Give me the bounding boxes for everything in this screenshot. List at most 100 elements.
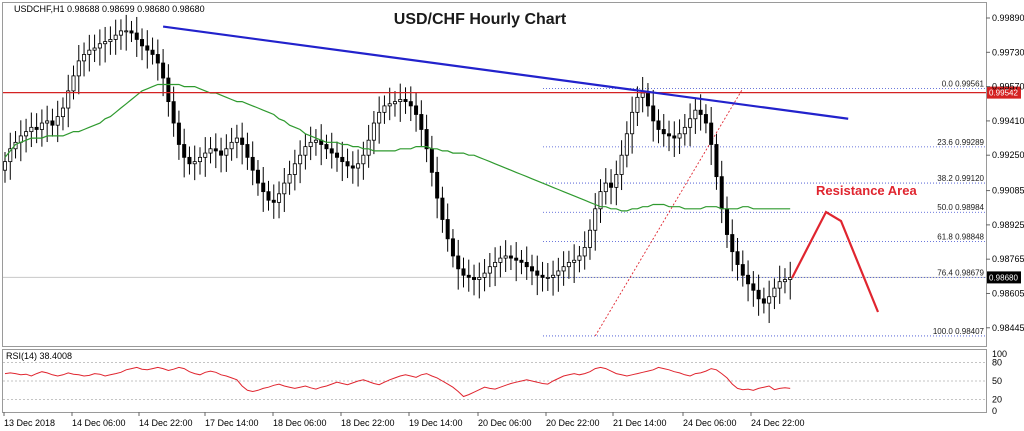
candle (97, 29, 102, 66)
candle-body-bull (197, 156, 202, 163)
fib-level-label: 38.2 0.99120 (937, 174, 984, 183)
candle (593, 193, 598, 251)
candle (282, 167, 287, 212)
candle (714, 133, 719, 190)
candle (145, 30, 150, 69)
candle (87, 34, 92, 72)
candle-body-bull (582, 246, 587, 257)
candle (155, 39, 160, 81)
candle (313, 129, 318, 156)
candle-body-bear (34, 126, 39, 130)
candle (498, 245, 503, 278)
candle-body-bull (29, 126, 34, 133)
candle (340, 141, 345, 182)
candle-body-bear (129, 30, 134, 34)
candle-body-bull (677, 133, 682, 139)
candle (208, 137, 213, 164)
candle (187, 146, 192, 175)
candle (656, 109, 661, 144)
candle-body-bull (603, 182, 608, 193)
candle (277, 181, 282, 219)
candle-body-bear (703, 114, 708, 124)
candle-body-bear (213, 148, 218, 152)
candle (261, 167, 266, 212)
candle-body-bull (398, 99, 403, 103)
current-price-label: 0.98680 (989, 273, 1018, 282)
candle-body-bear (345, 161, 350, 167)
candle (672, 121, 677, 157)
x-tick-label: 17 Dec 14:00 (205, 418, 259, 428)
candle-body-bear (445, 219, 450, 240)
candle (598, 179, 603, 223)
candle (108, 26, 113, 55)
candle (192, 145, 197, 181)
candle-body-bear (709, 122, 714, 145)
candle (166, 64, 171, 117)
candle-body-bear (735, 251, 740, 265)
resistance-area-annotation: Resistance Area (816, 183, 917, 198)
candle-body-bull (308, 141, 313, 148)
candle (255, 160, 260, 196)
x-tick-label: 13 Dec 2018 (4, 418, 55, 428)
candle (487, 252, 492, 288)
candle-body-bull (577, 255, 582, 261)
candle (150, 37, 155, 65)
candle-body-bear (140, 39, 145, 47)
candle-body-bull (298, 154, 303, 165)
candle (287, 160, 292, 195)
candle-body-bull (587, 229, 592, 248)
candle (461, 257, 466, 288)
candle-body-bear (756, 289, 761, 300)
candle (8, 132, 13, 180)
candle (761, 287, 766, 314)
candle-body-bear (266, 191, 271, 201)
candle-body-bear (667, 133, 672, 137)
fib-level-label: 76.4 0.98679 (937, 269, 984, 278)
candle-body-bear (324, 144, 329, 150)
candle (572, 244, 577, 283)
fib-level-label: 100.0 0.98407 (933, 327, 985, 336)
candle-body-bull (782, 279, 787, 283)
candle-body-bull (503, 255, 508, 259)
chart-title: USD/CHF Hourly Chart (394, 11, 567, 28)
candle-body-bull (598, 191, 603, 210)
candle-body-bull (498, 257, 503, 263)
candle (619, 140, 624, 191)
candle (540, 261, 545, 292)
candle-body-bull (482, 272, 487, 278)
candle (688, 103, 693, 147)
candle-body-bull (561, 266, 566, 272)
fib-level-label: 23.6 0.99289 (937, 138, 984, 147)
candle-body-bull (361, 154, 366, 165)
candle (356, 149, 361, 187)
candle (176, 110, 181, 160)
candle (772, 278, 777, 310)
candle (472, 264, 477, 296)
candle-body-bull (545, 276, 550, 279)
y-tick-label: 0.98605 (992, 288, 1024, 298)
candle (677, 119, 682, 154)
candle-body-bear (340, 156, 345, 163)
candle (371, 111, 376, 155)
candle (782, 268, 787, 294)
fibonacci-layer: 0.0 0.99561 23.6 0.99289 38.2 0.99120 50.0 … (543, 80, 986, 337)
candle (556, 257, 561, 292)
candle (545, 263, 550, 291)
projection-arrow (791, 210, 880, 313)
candle (651, 89, 656, 142)
x-tick-label: 21 Dec 14:00 (613, 418, 667, 428)
candle-body-bear (408, 101, 413, 107)
candle (630, 96, 635, 154)
candle (709, 106, 714, 165)
candle (140, 28, 145, 61)
candle (24, 118, 29, 153)
candle-body-bear (508, 255, 513, 259)
candle-body-bear (403, 99, 408, 103)
candle-body-bear (161, 62, 166, 79)
candle-body-bear (429, 148, 434, 173)
candle-body-bear (414, 105, 419, 115)
candle (329, 132, 334, 169)
candle (435, 156, 440, 219)
bearish-trend-line (162, 25, 849, 120)
candle-body-bull (208, 148, 213, 154)
